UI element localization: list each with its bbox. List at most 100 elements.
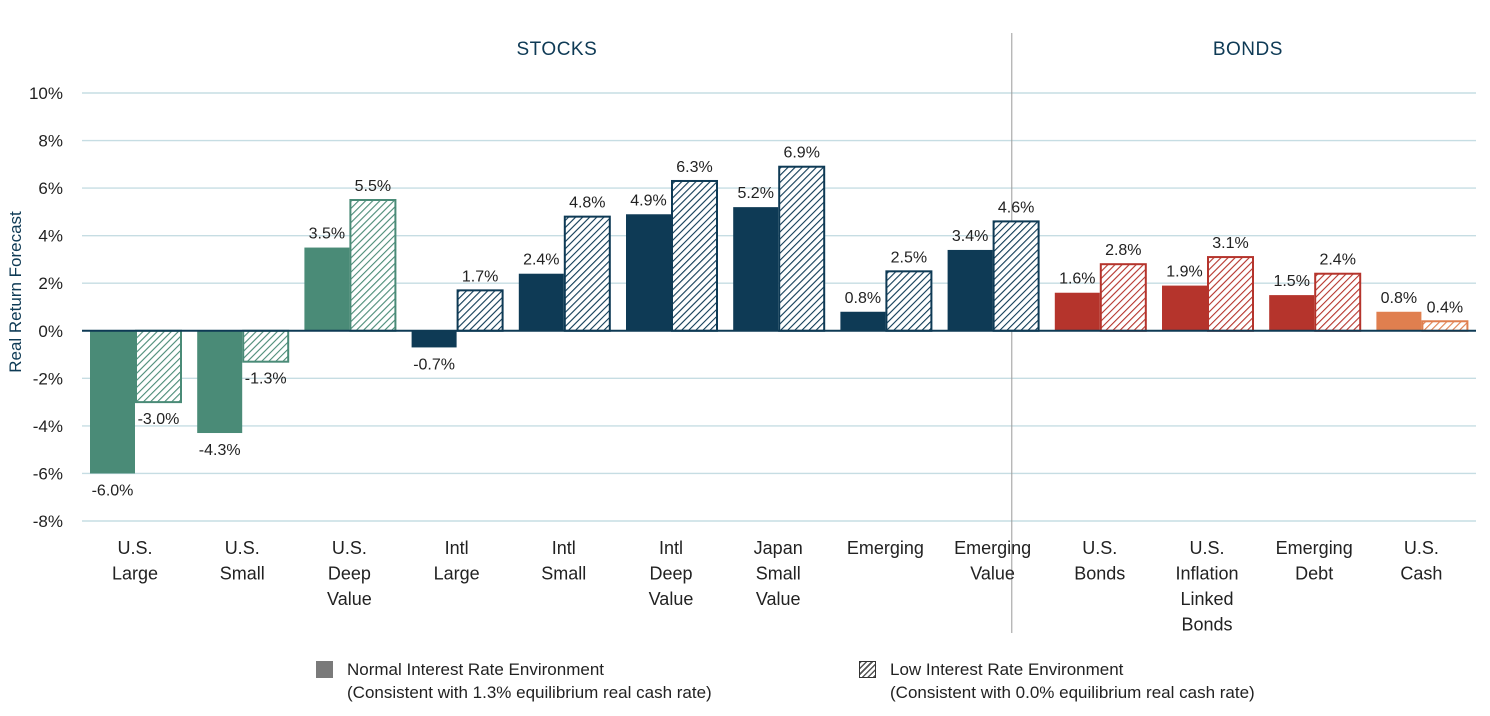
legend-item-low: Low Interest Rate Environment (Consisten… xyxy=(859,658,1255,704)
legend-low-subtitle: (Consistent with 0.0% equilibrium real c… xyxy=(890,683,1255,702)
data-label-low-rate: 6.3% xyxy=(676,159,712,176)
data-label-low-rate: -1.3% xyxy=(245,371,287,388)
bar-low-rate xyxy=(563,215,611,332)
category-label-line: Bonds xyxy=(1074,564,1125,584)
legend-swatch-hatched xyxy=(859,661,876,678)
data-label-low-rate: 4.8% xyxy=(569,195,605,212)
bar-low-rate xyxy=(1314,272,1362,332)
y-tick-label: -2% xyxy=(33,369,63,388)
category-label-line: U.S. xyxy=(1189,538,1224,558)
category-label-line: Cash xyxy=(1400,564,1442,584)
category-label-line: Small xyxy=(541,564,586,584)
bar-normal-rate xyxy=(1054,292,1100,331)
category-label: U.S. Inflation Linked Bonds xyxy=(1175,538,1238,635)
category-label-line: Value xyxy=(327,589,372,609)
y-tick-label: -6% xyxy=(33,464,63,483)
category-label: Emerging Debt xyxy=(1276,538,1353,584)
bar-normal-rate xyxy=(733,207,779,331)
category-label: Emerging xyxy=(847,538,924,558)
category-label-line: Linked xyxy=(1180,589,1233,609)
data-label-low-rate: 2.4% xyxy=(1319,252,1355,269)
category-label: Japan Small Value xyxy=(754,538,803,609)
data-label-low-rate: -3.0% xyxy=(138,411,180,428)
bar-low-rate xyxy=(135,329,182,404)
bar-low-rate xyxy=(1207,256,1254,332)
data-label-low-rate: 2.8% xyxy=(1105,242,1141,259)
bar-normal-rate xyxy=(304,247,350,331)
bar-low-rate xyxy=(349,199,397,332)
legend-low-title: Low Interest Rate Environment xyxy=(890,660,1124,679)
data-label-normal-rate: 2.4% xyxy=(523,252,559,269)
category-label-line: Value xyxy=(649,589,694,609)
bar-normal-rate xyxy=(1162,285,1207,331)
category-label-line: Intl xyxy=(552,538,576,558)
data-label-low-rate: 6.9% xyxy=(783,145,819,162)
data-label-normal-rate: 1.9% xyxy=(1166,264,1202,281)
bar-low-rate xyxy=(992,220,1040,332)
y-tick-label: -4% xyxy=(33,417,63,436)
bar-normal-rate xyxy=(626,214,671,331)
category-label-line: Deep xyxy=(649,564,692,584)
legend-swatch-solid xyxy=(316,661,333,678)
y-tick-label: 10% xyxy=(29,84,63,103)
category-label: Emerging Value xyxy=(954,538,1031,584)
bar-normal-rate xyxy=(197,330,243,434)
legend-text-low: Low Interest Rate Environment (Consisten… xyxy=(890,658,1255,704)
data-label-low-rate: 0.4% xyxy=(1427,299,1463,316)
y-tick-label: 8% xyxy=(38,132,63,151)
legend-item-normal: Normal Interest Rate Environment (Consis… xyxy=(316,658,712,704)
bar-normal-rate xyxy=(411,330,457,348)
bar-chart: -8% -6% -4% -2% 0% 2% 4% 6% 8% 10% Real Return For… xyxy=(6,33,1476,635)
category-label: U.S. Large xyxy=(112,538,158,584)
category-label-line: U.S. xyxy=(1404,538,1439,558)
category-label-line: Japan xyxy=(754,538,803,558)
bar-low-rate xyxy=(1099,263,1147,332)
data-label-normal-rate: 4.9% xyxy=(630,192,666,209)
y-tick-label: 4% xyxy=(38,227,63,246)
legend-text-normal: Normal Interest Rate Environment (Consis… xyxy=(347,658,712,704)
category-label-line: Value xyxy=(756,589,801,609)
category-label: U.S. Cash xyxy=(1400,538,1442,584)
bar-low-rate xyxy=(1421,320,1469,332)
category-label: U.S. Deep Value xyxy=(327,538,372,609)
bar-normal-rate xyxy=(947,249,993,331)
category-label-line: U.S. xyxy=(117,538,152,558)
category-label: U.S. Bonds xyxy=(1074,538,1125,584)
data-label-low-rate: 2.5% xyxy=(891,249,927,266)
bar-normal-rate xyxy=(1376,311,1422,331)
data-label-normal-rate: 1.5% xyxy=(1273,273,1309,290)
category-label: Intl Small xyxy=(541,538,586,584)
category-label-line: Intl xyxy=(445,538,469,558)
category-label-line: Emerging xyxy=(954,538,1031,558)
category-label-line: Large xyxy=(112,564,158,584)
group-label-stocks: STOCKS xyxy=(517,39,598,60)
category-label-line: Bonds xyxy=(1181,615,1232,635)
bar-normal-rate xyxy=(840,311,886,331)
category-label-line: U.S. xyxy=(332,538,367,558)
category-label-line: Inflation xyxy=(1175,564,1238,584)
category-label: U.S. Small xyxy=(220,538,265,584)
chart-area: -8% -6% -4% -2% 0% 2% 4% 6% 8% 10% Real Return For… xyxy=(6,33,1476,635)
y-tick-label: -8% xyxy=(33,512,63,531)
bar-normal-rate xyxy=(1269,295,1315,331)
data-label-low-rate: 1.7% xyxy=(462,268,498,285)
data-label-low-rate: 5.5% xyxy=(355,178,391,195)
y-tick-label: 6% xyxy=(38,179,63,198)
data-label-normal-rate: -4.3% xyxy=(199,442,241,459)
data-label-normal-rate: 3.4% xyxy=(952,228,988,245)
category-label-line: Emerging xyxy=(1276,538,1353,558)
category-label-line: Intl xyxy=(659,538,683,558)
data-label-low-rate: 4.6% xyxy=(998,199,1034,216)
data-label-normal-rate: -6.0% xyxy=(92,482,134,499)
data-label-low-rate: 3.1% xyxy=(1212,235,1248,252)
group-label-bonds: BONDS xyxy=(1213,39,1283,60)
data-label-normal-rate: -0.7% xyxy=(413,356,455,373)
bar-low-rate xyxy=(671,179,718,332)
category-label-line: U.S. xyxy=(1082,538,1117,558)
y-tick-label: 2% xyxy=(38,274,63,293)
category-label: Intl Large xyxy=(434,538,480,584)
bar-low-rate xyxy=(456,289,504,332)
data-label-normal-rate: 0.8% xyxy=(845,290,881,307)
y-axis-title: Real Return Forecast xyxy=(6,211,25,373)
bar-normal-rate xyxy=(518,273,564,331)
